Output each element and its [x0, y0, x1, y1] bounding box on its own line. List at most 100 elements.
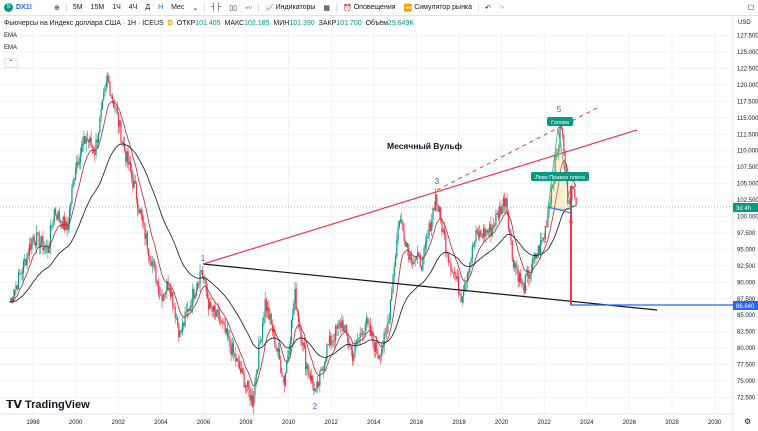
year-tick: 2018	[452, 420, 466, 426]
candle-body	[163, 294, 166, 295]
candle-body	[84, 135, 86, 144]
candle-body	[536, 255, 538, 259]
candle-body	[368, 324, 370, 325]
candle-body	[249, 389, 251, 401]
candle-body	[71, 187, 73, 204]
candle-body	[225, 328, 227, 333]
candle-body	[108, 76, 110, 83]
candle-body	[28, 244, 31, 256]
candle-body	[510, 233, 512, 241]
candle-body	[509, 228, 511, 234]
candle-body	[288, 350, 290, 356]
candle-body	[251, 394, 253, 407]
candle-body	[427, 235, 429, 239]
candle-body	[247, 380, 249, 387]
candle-body	[283, 376, 285, 386]
compare-add-button[interactable]: ⊕	[50, 0, 64, 16]
candle-body	[341, 320, 343, 328]
candle-body	[382, 345, 384, 349]
candle-body	[372, 332, 374, 343]
toolbar-divider	[478, 2, 480, 13]
candle-body	[344, 325, 346, 326]
candle-body	[538, 246, 541, 254]
open-value: 101.405	[195, 20, 221, 27]
candle-body	[554, 156, 556, 181]
candle-body	[215, 311, 217, 317]
candle-body	[467, 272, 470, 274]
ema-indicator-2[interactable]: EMA	[4, 45, 18, 51]
bars-style-button[interactable]: ┤├	[207, 0, 225, 16]
candle-body	[198, 283, 200, 285]
line-style-button[interactable]: 〰	[241, 0, 256, 16]
price-tick: 120.000	[737, 83, 758, 89]
candle-body	[117, 112, 120, 127]
ema-indicator-1[interactable]: EMA	[4, 33, 18, 39]
candle-body	[379, 356, 382, 357]
candle-body	[189, 305, 191, 312]
candle-body	[174, 307, 176, 318]
fullscreen-button[interactable]: ☐	[744, 0, 758, 16]
toolbar-divider	[65, 2, 67, 13]
currency-selector[interactable]: USD	[738, 20, 751, 26]
replay-button[interactable]: ⏪ Симулятор рынка	[400, 0, 477, 16]
undo-button[interactable]: ↶	[481, 0, 495, 16]
collapse-legend-button[interactable]: ⌃	[4, 58, 18, 68]
interval-15m[interactable]: 15М	[90, 4, 105, 11]
symbol-search[interactable]: S DX1!	[0, 0, 36, 16]
layouts-button[interactable]: ▦	[319, 0, 334, 16]
candle-body	[125, 151, 127, 162]
alerts-button[interactable]: ⏰ Оповещения	[339, 0, 399, 16]
candle-body	[210, 302, 212, 308]
candle-body	[206, 291, 208, 299]
candle-body	[516, 267, 518, 270]
candle-body	[431, 219, 433, 231]
interval-4h[interactable]: 4Ч	[128, 4, 138, 11]
candle-body	[373, 342, 375, 352]
interval-dropdown[interactable]: ⌄	[188, 0, 202, 16]
indicators-label: Индикаторы	[275, 4, 316, 11]
candle-body	[308, 372, 310, 375]
interval-1h[interactable]: 1Ч	[112, 4, 121, 11]
candle-body	[323, 363, 326, 371]
interval-month[interactable]: Мес	[171, 4, 185, 11]
candle-body	[36, 232, 38, 246]
candle-body	[371, 332, 373, 336]
redo-button[interactable]: ↷	[495, 0, 509, 16]
candle-body	[297, 311, 300, 322]
candle-body	[106, 76, 109, 82]
candle-body	[359, 333, 361, 338]
symbol-legend: Фьючерсы на Индекс доллара США · 1Н · IC…	[4, 20, 414, 27]
candle-body	[328, 336, 331, 345]
candle-body	[442, 229, 444, 233]
candle-body	[403, 229, 405, 241]
brand-label: TradingView	[25, 398, 90, 411]
candle-body	[378, 356, 380, 359]
candle-body	[11, 297, 13, 302]
candles-style-button[interactable]: ▯▯	[225, 0, 241, 16]
wolfe-upper-line	[202, 129, 638, 265]
candle-body	[392, 276, 394, 294]
candle-body	[231, 343, 233, 356]
bars-icon: ┤├	[211, 4, 222, 11]
interval-5m[interactable]: 5М	[72, 4, 83, 11]
candle-body	[49, 225, 52, 247]
candle-body	[313, 383, 315, 392]
candle-body	[105, 81, 107, 87]
candle-body	[408, 247, 410, 260]
candle-body	[292, 315, 294, 320]
wave-label-5: 5	[557, 105, 562, 114]
interval-day[interactable]: Д	[145, 4, 151, 11]
interval-week[interactable]: Н	[158, 4, 164, 11]
candle-body	[131, 171, 133, 178]
settings-gear-icon[interactable]: ⚙	[744, 417, 751, 426]
candle-body	[514, 263, 516, 268]
candle-body	[358, 337, 360, 342]
candle-body	[500, 206, 502, 215]
candle-body	[146, 233, 149, 250]
candle-body	[574, 189, 576, 198]
candle-body	[312, 375, 314, 384]
indicators-button[interactable]: 📈 Индикаторы	[261, 0, 319, 16]
candle-body	[547, 213, 549, 227]
candle-body	[548, 206, 550, 214]
